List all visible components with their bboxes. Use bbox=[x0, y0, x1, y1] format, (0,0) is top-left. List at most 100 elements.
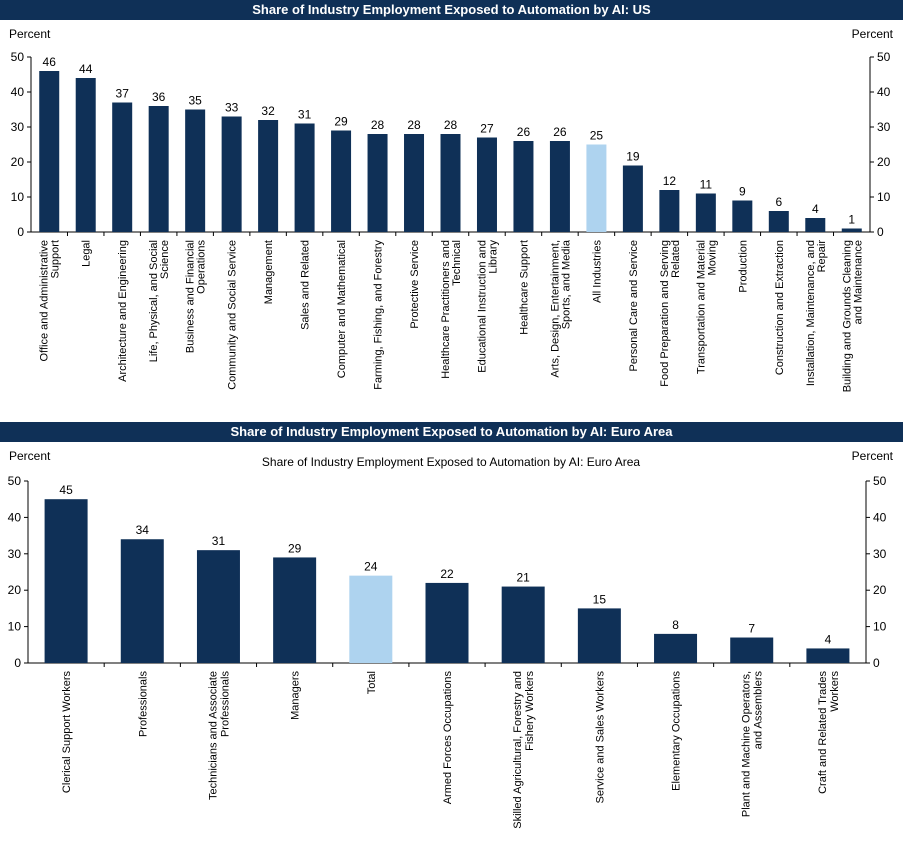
us-category-label-line: Support bbox=[50, 240, 62, 279]
us-bar bbox=[185, 109, 206, 232]
us-bar bbox=[622, 165, 643, 232]
euro-left-tick-label: 40 bbox=[8, 510, 22, 524]
us-category-label: Transportation and MaterialMoving bbox=[695, 240, 718, 374]
euro-category-label-line: Clerical Support Workers bbox=[61, 671, 73, 794]
us-data-label: 26 bbox=[553, 125, 567, 139]
us-category-label-line: Management bbox=[263, 240, 275, 304]
us-right-tick-label: 40 bbox=[877, 85, 891, 99]
us-right-tick-label: 50 bbox=[877, 50, 891, 64]
us-category-label-line: Business and Financial bbox=[185, 240, 197, 353]
euro-category-label: Service and Sales Workers bbox=[594, 671, 606, 804]
euro-data-label: 21 bbox=[517, 571, 531, 585]
us-data-label: 11 bbox=[700, 178, 713, 192]
us-bar bbox=[258, 120, 279, 232]
us-data-label: 27 bbox=[480, 122, 494, 136]
euro-data-label: 29 bbox=[288, 541, 302, 555]
euro-left-tick-label: 50 bbox=[8, 474, 22, 488]
euro-category-label-line: Managers bbox=[290, 671, 302, 720]
euro-bar bbox=[425, 582, 469, 663]
us-bar bbox=[221, 116, 242, 232]
euro-category-label: Total bbox=[366, 671, 378, 694]
euro-bar bbox=[654, 633, 698, 663]
us-category-label-line: Farming, Fishing, and Forestry bbox=[373, 240, 385, 390]
us-right-tick-label: 30 bbox=[877, 120, 891, 134]
us-category-label-line: Operations bbox=[196, 240, 208, 294]
us-data-label: 6 bbox=[775, 195, 782, 209]
us-category-label: Installation, Maintenance, andRepair bbox=[805, 240, 828, 386]
us-data-label: 44 bbox=[79, 62, 93, 76]
us-category-label-line: Computer and Mathematical bbox=[336, 240, 348, 378]
us-left-tick-label: 50 bbox=[11, 50, 25, 64]
euro-category-label-line: and Assemblers bbox=[753, 671, 765, 750]
us-bar bbox=[367, 134, 388, 232]
euro-category-label: Managers bbox=[290, 671, 302, 720]
us-category-label-line: Related bbox=[670, 240, 682, 278]
euro-data-label: 8 bbox=[672, 618, 679, 632]
us-category-label-line: Arts, Design, Entertainment, bbox=[549, 240, 561, 378]
us-left-tick-label: 0 bbox=[17, 225, 24, 239]
us-category-label-line: Educational Instruction and bbox=[476, 240, 488, 373]
euro-category-label: Plant and Machine Operators,and Assemble… bbox=[741, 671, 765, 818]
euro-category-label: Elementary Occupations bbox=[671, 671, 683, 791]
euro-left-axis-unit: Percent bbox=[9, 449, 51, 463]
euro-category-label: Armed Forces Occupations bbox=[442, 671, 454, 805]
us-chart-title: Share of Industry Employment Exposed to … bbox=[0, 0, 903, 20]
euro-bar bbox=[806, 648, 850, 663]
us-category-label: All Industries bbox=[591, 240, 603, 303]
euro-right-tick-label: 0 bbox=[873, 656, 880, 670]
euro-bar bbox=[501, 586, 545, 663]
us-right-tick-label: 20 bbox=[877, 155, 891, 169]
us-category-label-line: Office and Administrative bbox=[39, 240, 51, 361]
euro-category-label-line: Craft and Related Trades bbox=[817, 671, 829, 794]
us-bar bbox=[513, 141, 534, 232]
us-category-label: Office and AdministrativeSupport bbox=[39, 240, 62, 361]
us-data-label: 31 bbox=[298, 108, 312, 122]
euro-bar bbox=[730, 637, 774, 663]
us-category-label: Computer and Mathematical bbox=[336, 240, 348, 378]
us-bar bbox=[695, 193, 716, 232]
euro-left-tick-label: 20 bbox=[8, 583, 22, 597]
us-data-label: 32 bbox=[261, 104, 275, 118]
euro-category-label-line: Fishery Workers bbox=[524, 671, 536, 751]
us-data-label: 35 bbox=[188, 94, 202, 108]
us-category-label-line: Technical bbox=[451, 240, 463, 286]
us-category-label-line: Transportation and Material bbox=[695, 240, 707, 374]
euro-data-label: 22 bbox=[440, 567, 454, 581]
us-data-label: 36 bbox=[152, 90, 166, 104]
us-data-label: 29 bbox=[334, 115, 348, 129]
euro-right-axis-unit: Percent bbox=[852, 449, 894, 463]
us-category-label-line: Building and Grounds Cleaning bbox=[841, 240, 853, 392]
us-category-label: Business and FinancialOperations bbox=[185, 240, 208, 354]
us-category-label-line: Repair bbox=[816, 240, 828, 273]
us-bar bbox=[841, 228, 862, 232]
euro-bar bbox=[577, 608, 621, 663]
euro-category-label: Craft and Related TradesWorkers bbox=[817, 671, 841, 794]
us-bar bbox=[659, 190, 680, 232]
us-category-label-line: Personal Care and Service bbox=[628, 240, 640, 371]
us-category-label-line: Installation, Maintenance, and bbox=[805, 240, 817, 386]
us-category-label: Educational Instruction andLibrary bbox=[476, 240, 499, 373]
euro-bar bbox=[196, 550, 240, 663]
us-category-label-line: Architecture and Engineering bbox=[117, 240, 129, 382]
us-bar bbox=[39, 71, 60, 232]
us-category-label-line: Community and Social Service bbox=[227, 240, 239, 390]
us-data-label: 19 bbox=[626, 150, 640, 164]
us-bar bbox=[732, 200, 753, 232]
us-category-label: Food Preparation and ServingRelated bbox=[659, 240, 682, 387]
us-category-label-line: and Maintenance bbox=[852, 240, 864, 324]
euro-data-label: 34 bbox=[136, 523, 150, 537]
euro-data-label: 24 bbox=[364, 560, 378, 574]
us-bar bbox=[586, 144, 607, 232]
euro-right-tick-label: 10 bbox=[873, 620, 887, 634]
us-left-tick-label: 30 bbox=[11, 120, 25, 134]
euro-left-tick-label: 10 bbox=[8, 620, 22, 634]
us-bar bbox=[75, 78, 96, 232]
euro-category-label-line: Professionals bbox=[137, 671, 149, 738]
euro-right-tick-label: 40 bbox=[873, 510, 887, 524]
euro-bar bbox=[44, 499, 88, 663]
us-bar bbox=[549, 141, 570, 232]
us-category-label: Personal Care and Service bbox=[628, 240, 640, 371]
us-right-tick-label: 0 bbox=[877, 225, 884, 239]
euro-data-label: 4 bbox=[825, 632, 832, 646]
euro-category-label-line: Technicians and Associate bbox=[207, 671, 219, 800]
